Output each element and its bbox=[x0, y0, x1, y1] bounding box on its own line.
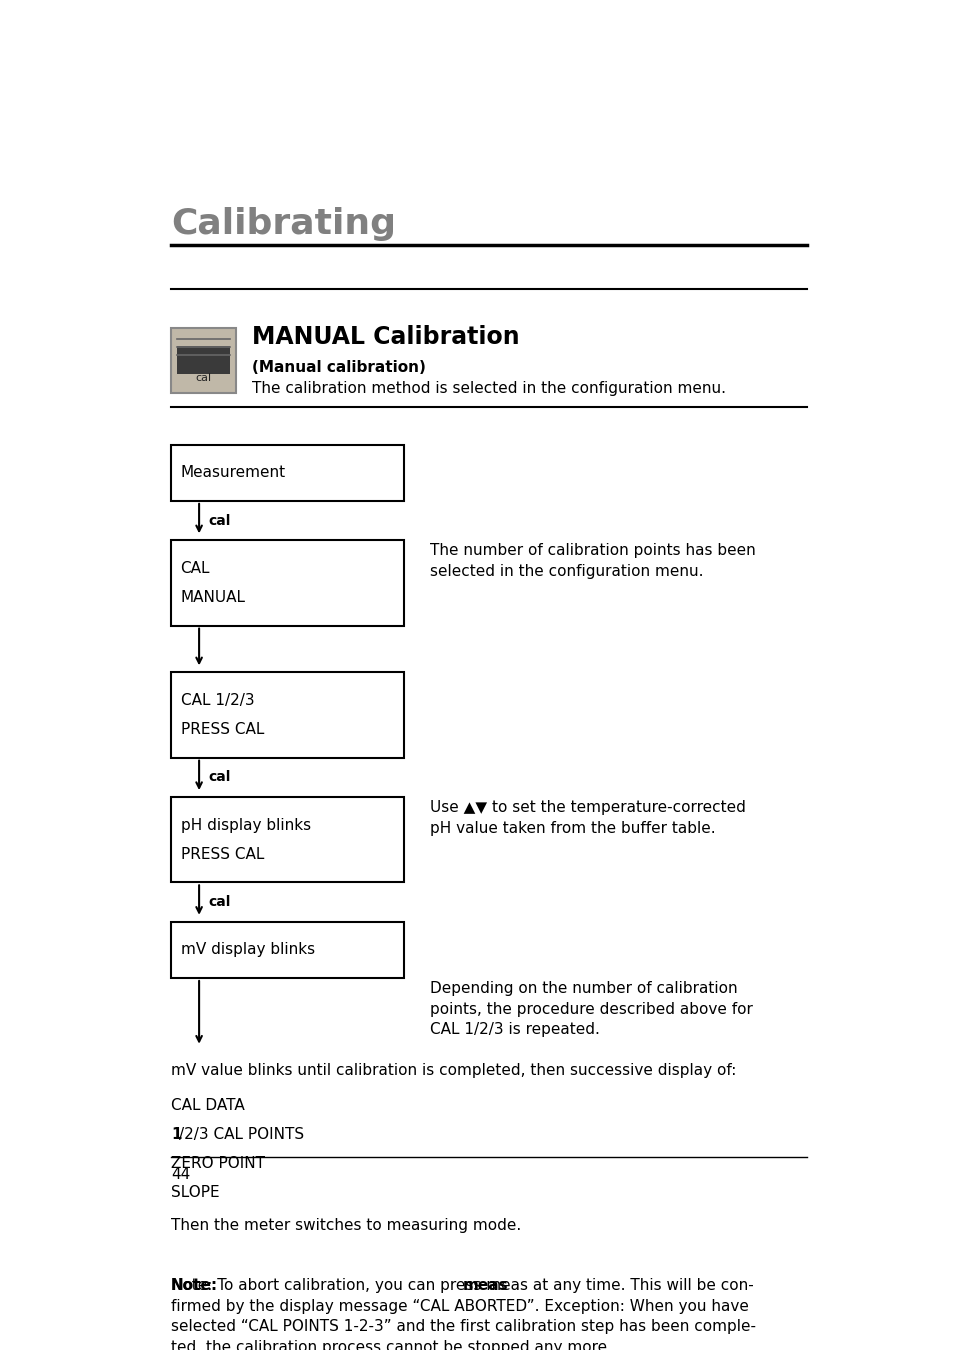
Text: The calibration method is selected in the configuration menu.: The calibration method is selected in th… bbox=[252, 381, 725, 397]
Text: Note: To abort calibration, you can press meas at any time. This will be con-
fi: Note: To abort calibration, you can pres… bbox=[171, 1278, 755, 1350]
Text: Note:: Note: bbox=[171, 1278, 218, 1293]
Text: The number of calibration points has been
selected in the configuration menu.: The number of calibration points has bee… bbox=[429, 544, 755, 579]
Text: Measurement: Measurement bbox=[180, 466, 286, 481]
Text: pH display blinks: pH display blinks bbox=[180, 818, 311, 833]
Text: PRESS CAL: PRESS CAL bbox=[180, 846, 264, 861]
FancyBboxPatch shape bbox=[171, 672, 403, 757]
Text: PRESS CAL: PRESS CAL bbox=[180, 722, 264, 737]
Text: SLOPE: SLOPE bbox=[171, 1185, 219, 1200]
Text: Then the meter switches to measuring mode.: Then the meter switches to measuring mod… bbox=[171, 1218, 520, 1233]
Text: Calibrating: Calibrating bbox=[171, 207, 395, 240]
Text: cal: cal bbox=[209, 771, 231, 784]
Text: Use ▲▼ to set the temperature-corrected
pH value taken from the buffer table.: Use ▲▼ to set the temperature-corrected … bbox=[429, 801, 745, 836]
Text: meas: meas bbox=[462, 1278, 507, 1293]
Text: Depending on the number of calibration
points, the procedure described above for: Depending on the number of calibration p… bbox=[429, 981, 752, 1037]
Text: MANUAL: MANUAL bbox=[180, 590, 245, 605]
Text: (Manual calibration): (Manual calibration) bbox=[252, 359, 426, 374]
Text: cal: cal bbox=[195, 374, 212, 383]
Text: mV value blinks until calibration is completed, then successive display of:: mV value blinks until calibration is com… bbox=[171, 1064, 736, 1079]
FancyBboxPatch shape bbox=[171, 796, 403, 883]
Text: /2/3 CAL POINTS: /2/3 CAL POINTS bbox=[179, 1127, 304, 1142]
Text: cal: cal bbox=[209, 513, 231, 528]
FancyBboxPatch shape bbox=[171, 922, 403, 977]
Text: 1: 1 bbox=[171, 1127, 181, 1142]
Text: 44: 44 bbox=[171, 1168, 190, 1183]
Text: ZERO POINT: ZERO POINT bbox=[171, 1156, 265, 1170]
FancyBboxPatch shape bbox=[171, 444, 403, 501]
FancyBboxPatch shape bbox=[171, 540, 403, 625]
FancyBboxPatch shape bbox=[176, 346, 230, 374]
Text: mV display blinks: mV display blinks bbox=[180, 942, 314, 957]
Text: CAL 1/2/3: CAL 1/2/3 bbox=[180, 693, 254, 707]
Text: CAL: CAL bbox=[180, 562, 210, 576]
Text: cal: cal bbox=[209, 895, 231, 909]
Text: CAL DATA: CAL DATA bbox=[171, 1098, 245, 1112]
Text: MANUAL Calibration: MANUAL Calibration bbox=[252, 325, 519, 350]
FancyBboxPatch shape bbox=[171, 328, 235, 393]
